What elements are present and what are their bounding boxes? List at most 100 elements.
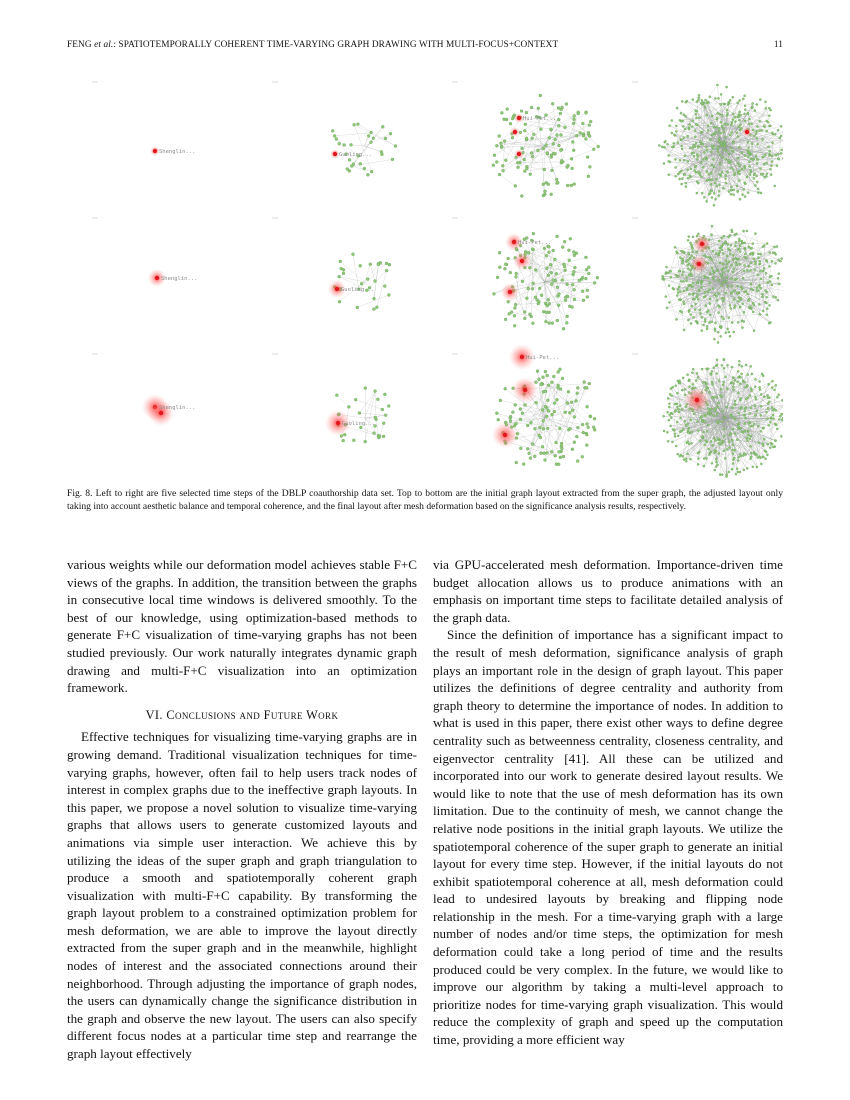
graph-node (504, 262, 508, 266)
graph-node (357, 411, 362, 415)
graph-node (529, 421, 533, 425)
graph-node (366, 277, 370, 281)
graph-node (580, 276, 585, 280)
graph-node (680, 429, 683, 433)
graph-node (754, 155, 758, 158)
graph-edge (723, 382, 725, 419)
graph-node (676, 405, 679, 409)
graph-node (666, 397, 670, 400)
graph-edge (339, 276, 365, 283)
graph-node (717, 194, 720, 197)
graph-node (549, 153, 554, 157)
graph-node (680, 388, 684, 392)
graph-edge (724, 145, 738, 159)
graph-node (742, 413, 746, 417)
graph-node (773, 184, 776, 188)
graph-node (557, 450, 561, 454)
graph-node (373, 415, 377, 420)
graph-edge (672, 84, 718, 148)
graph-edge (676, 131, 701, 133)
graph-node (744, 108, 747, 111)
graph-node (740, 365, 744, 368)
graph-node (498, 398, 503, 403)
graph-node (536, 106, 540, 110)
graph-edge (528, 414, 553, 454)
graph-node (537, 286, 542, 291)
focus-node (696, 261, 702, 267)
graph-node (673, 429, 676, 432)
graph-edge (706, 368, 708, 389)
graph-edge (668, 111, 697, 156)
focus-node (511, 239, 517, 245)
graph-edge (530, 383, 590, 459)
graph-node (682, 113, 686, 117)
graph-node (523, 310, 527, 314)
graph-edge (573, 115, 575, 151)
graph-node (687, 426, 691, 430)
graph-edge (696, 373, 725, 419)
graph-node (661, 274, 664, 278)
graph-node (673, 432, 677, 435)
graph-node (716, 341, 720, 344)
graph-node (717, 140, 721, 144)
graph-node (730, 468, 734, 471)
graph-edge (527, 417, 545, 449)
graph-node (727, 152, 731, 156)
graph-node (743, 94, 746, 97)
graph-node (526, 447, 530, 451)
graph-edge (747, 174, 751, 193)
graph-node (671, 440, 674, 444)
graph-node (547, 302, 552, 306)
graph-node (523, 129, 527, 133)
graph-node (742, 188, 745, 191)
graph-node (706, 276, 710, 280)
graph-node (730, 123, 733, 127)
graph-edge (764, 419, 783, 452)
graph-edge (546, 257, 586, 269)
graph-node (569, 400, 574, 404)
graph-edge (561, 112, 579, 163)
graph-edge (524, 236, 558, 258)
graph-edge (499, 174, 516, 187)
graph-edge (754, 423, 783, 455)
graph-node (687, 378, 691, 381)
graph-node (722, 367, 726, 370)
graph-node (662, 162, 666, 165)
graph-edge (701, 281, 725, 318)
graph-node (688, 123, 691, 126)
graph-node (766, 394, 769, 397)
graph-node (706, 124, 710, 128)
graph-edge (680, 257, 690, 311)
graph-node (747, 265, 750, 268)
graph-edge (537, 371, 548, 453)
graph-node (738, 237, 741, 241)
graph-node (387, 263, 392, 267)
graph-node (782, 157, 783, 160)
graph-node (760, 462, 763, 466)
graph-node (499, 141, 503, 145)
graph-node (690, 442, 693, 445)
graph-edge (676, 251, 692, 276)
graph-node (701, 102, 704, 105)
graph-node (767, 406, 770, 410)
graph-node (584, 111, 588, 115)
graph-edge (531, 127, 566, 154)
graph-node (689, 283, 693, 287)
graph-node (709, 372, 712, 376)
graph-node (677, 274, 680, 278)
graph-node (733, 116, 737, 119)
graph-node (774, 439, 777, 442)
graph-node (331, 129, 335, 133)
graph-node (702, 254, 706, 257)
graph-node (744, 252, 747, 256)
graph-node (678, 455, 682, 458)
graph-node (666, 440, 670, 443)
graph-node (751, 242, 755, 245)
graph-edge (712, 250, 783, 288)
graph-node (745, 436, 749, 440)
graph-node (500, 145, 504, 149)
graph-edge (688, 299, 735, 321)
graph-node (770, 154, 774, 158)
focus-node (519, 258, 525, 264)
graph-node (746, 396, 750, 399)
